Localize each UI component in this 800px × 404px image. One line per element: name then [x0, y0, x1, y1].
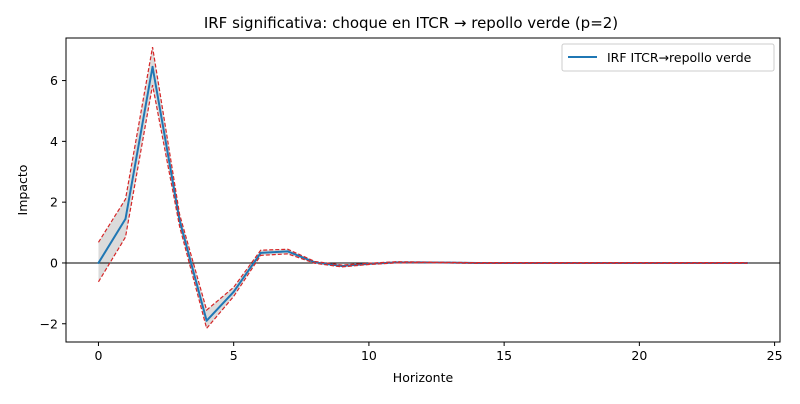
- y-tick-label: −2: [40, 316, 58, 331]
- x-tick-label: 20: [631, 348, 647, 363]
- irf-point: [232, 290, 235, 293]
- x-tick-label: 25: [767, 348, 783, 363]
- irf-point: [151, 65, 154, 68]
- irf-line: [97, 65, 748, 322]
- plot-frame: [65, 37, 781, 343]
- irf-point: [97, 261, 100, 264]
- y-tick-label: 4: [50, 134, 58, 149]
- irf-point: [205, 319, 208, 322]
- x-tick-label: 10: [361, 348, 377, 363]
- legend-box: [561, 43, 775, 72]
- y-tick-label: 6: [50, 73, 58, 88]
- irf-point: [259, 251, 262, 254]
- plot-area: [66, 47, 780, 330]
- y-tick-label: 2: [50, 195, 58, 210]
- irf-point: [124, 217, 127, 220]
- y-tick-label: 0: [50, 255, 58, 270]
- legend-label: IRF ITCR→repollo verde: [607, 50, 752, 65]
- x-axis-label: Horizonte: [393, 370, 454, 385]
- x-tick-label: 15: [496, 348, 512, 363]
- x-axis: 0 5 10 15 20 25: [94, 342, 783, 363]
- confidence-band: [98, 47, 748, 329]
- upper-bound-line: [97, 47, 748, 312]
- x-tick-label: 5: [230, 348, 238, 363]
- y-axis: −2 0 2 4 6: [40, 73, 66, 331]
- x-tick-label: 0: [94, 348, 102, 363]
- chart-title: IRF significativa: choque en ITCR → repo…: [204, 14, 618, 32]
- y-axis-label: Impacto: [15, 165, 30, 216]
- irf-point: [286, 250, 289, 253]
- legend: IRF ITCR→repollo verde: [561, 43, 775, 72]
- lower-bound-line: [97, 85, 748, 330]
